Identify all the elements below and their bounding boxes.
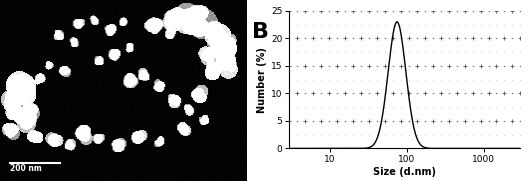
X-axis label: Size (d.nm): Size (d.nm)	[373, 167, 436, 177]
Text: 200 nm: 200 nm	[10, 164, 42, 173]
Y-axis label: Number (%): Number (%)	[257, 47, 267, 113]
Text: B: B	[252, 22, 269, 42]
